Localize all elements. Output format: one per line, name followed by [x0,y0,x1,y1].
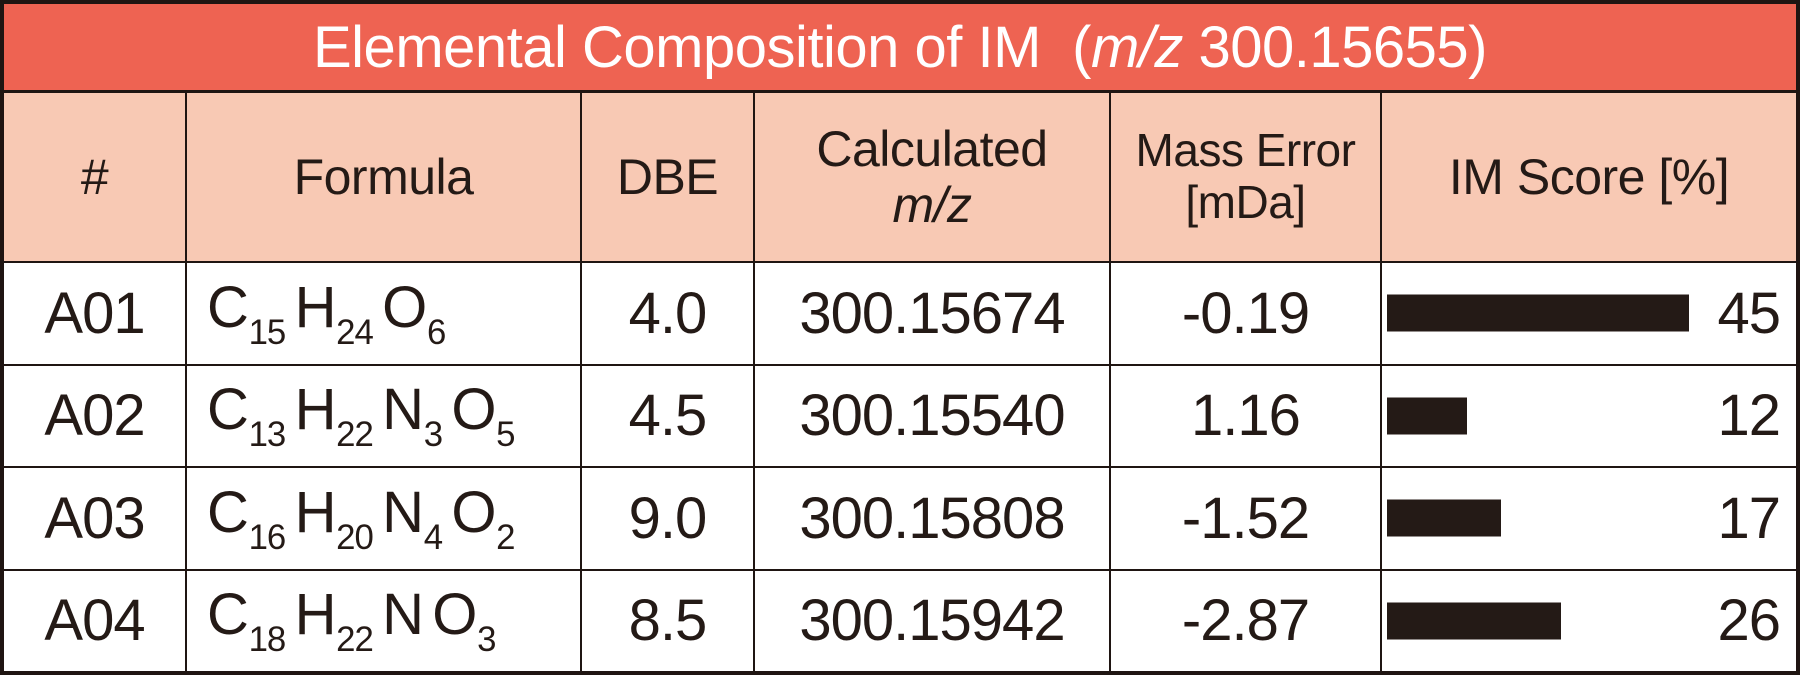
cell-calculated-mz: 300.15674 [753,263,1109,364]
cell-calculated-mz: 300.15540 [753,365,1109,466]
cell-im-score: 26 [1380,570,1796,671]
score-bar [1387,294,1689,332]
cell-mass-error: -2.87 [1109,570,1380,671]
title-text-suffix: 300.15655) [1182,14,1488,80]
title-text-prefix: Elemental Composition of IM ( [312,14,1091,80]
cell-calculated-mz: 300.15808 [753,468,1109,569]
column-header-im-score: IM Score [%] [1380,93,1796,261]
cell-dbe: 4.0 [580,263,753,364]
cell-mass-error: -0.19 [1109,263,1380,364]
score-value: 45 [1717,280,1781,346]
cell-row-id: A04 [44,588,145,654]
column-header-dbe: DBE [580,93,753,261]
table-row-a01: A01 C15 H24 O6 4.0 300.15674 -0.19 45 [4,261,1796,364]
cell-im-score: 12 [1380,365,1796,466]
column-header-formula: Formula [185,93,580,261]
title-mz-italic: m/z [1090,14,1183,80]
score-value: 12 [1717,383,1781,449]
column-header-calculated-mz: Calculated m/z [753,93,1109,261]
score-bar [1387,602,1562,640]
table-row-a03: A03 C16 H20 N4 O2 9.0 300.15808 -1.52 17 [4,466,1796,569]
column-header-number: # [80,149,109,205]
table-row-a02: A02 C13 H22 N3 O5 4.5 300.15540 1.16 12 [4,363,1796,466]
cell-row-id: A02 [44,383,145,449]
cell-row-id: A01 [44,280,145,346]
score-value: 17 [1717,485,1781,551]
cell-mass-error: 1.16 [1109,365,1380,466]
cell-dbe: 8.5 [580,570,753,671]
cell-im-score: 17 [1380,468,1796,569]
score-value: 26 [1717,588,1781,654]
table-row-a04: A04 C18 H22 N O3 8.5 300.15942 -2.87 26 [4,568,1796,671]
header-row: # Formula DBE Calculated m/z Mass Error … [4,93,1796,261]
cell-mass-error: -1.52 [1109,468,1380,569]
cell-formula: C18 H22 N O3 [185,570,580,671]
cell-dbe: 4.5 [580,365,753,466]
column-header-mass-error: Mass Error [mDa] [1109,93,1380,261]
cell-calculated-mz: 300.15942 [753,570,1109,671]
cell-formula: C13 H22 N3 O5 [185,365,580,466]
cell-formula: C15 H24 O6 [185,263,580,364]
cell-formula: C16 H20 N4 O2 [185,468,580,569]
cell-row-id: A03 [44,485,145,551]
table-title: Elemental Composition of IM (m/z 300.156… [4,4,1796,93]
cell-im-score: 45 [1380,263,1796,364]
score-bar [1387,499,1501,537]
cell-dbe: 9.0 [580,468,753,569]
score-bar [1387,397,1468,435]
